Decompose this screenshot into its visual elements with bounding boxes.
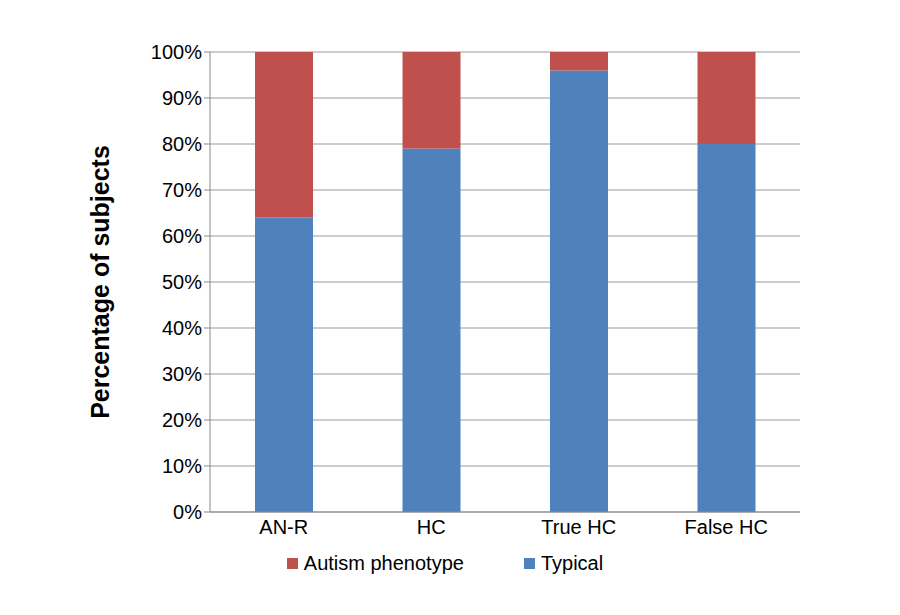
- svg-text:Percentage of subjects: Percentage of subjects: [86, 145, 114, 419]
- svg-text:HC: HC: [417, 516, 446, 538]
- svg-text:60%: 60%: [162, 225, 202, 247]
- svg-text:True HC: True HC: [541, 516, 616, 538]
- svg-text:0%: 0%: [173, 501, 202, 523]
- svg-text:20%: 20%: [162, 409, 202, 431]
- svg-text:AN-R: AN-R: [259, 516, 308, 538]
- svg-text:90%: 90%: [162, 87, 202, 109]
- svg-text:False HC: False HC: [685, 516, 768, 538]
- svg-text:100%: 100%: [151, 41, 202, 63]
- html-text:Typical: Typical: [540, 552, 604, 574]
- svg-text:80%: 80%: [162, 133, 202, 155]
- svg-text:30%: 30%: [162, 363, 202, 385]
- svg-text:10%: 10%: [162, 455, 202, 477]
- svg-text:40%: 40%: [162, 317, 202, 339]
- svg-text:50%: 50%: [162, 271, 202, 293]
- html-text:Autism phenotype: Autism phenotype: [303, 552, 464, 574]
- svg-text:70%: 70%: [162, 179, 202, 201]
